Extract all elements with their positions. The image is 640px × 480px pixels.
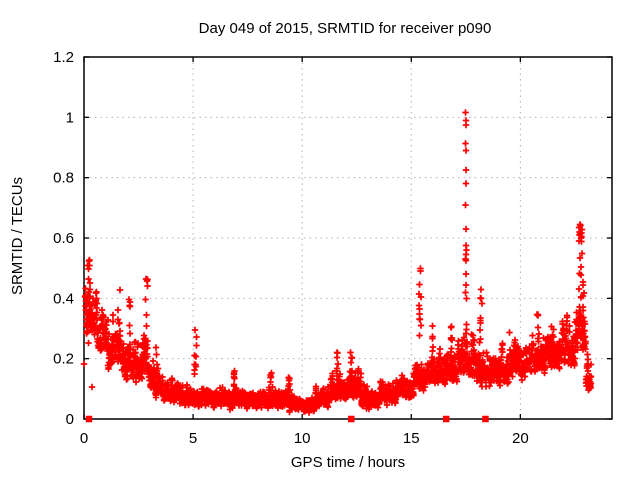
y-tick-label: 0.2 [53, 351, 74, 368]
grid-lines [84, 57, 612, 419]
y-tick-label: 0.6 [53, 230, 74, 247]
y-tick-label: 0 [66, 411, 74, 428]
y-axis-label: SRMTID / TECUs [9, 177, 26, 295]
zero-square-marker [442, 415, 450, 423]
chart-title: Day 049 of 2015, SRMTID for receiver p09… [199, 20, 492, 37]
zero-square-marker [348, 415, 355, 423]
scatter-points [80, 109, 595, 416]
x-tick-label: 5 [189, 430, 197, 447]
x-tick-label: 0 [80, 430, 88, 447]
x-axis-label: GPS time / hours [291, 454, 405, 471]
zero-square-marker [482, 415, 489, 423]
plot-border-and-ticks [83, 56, 613, 420]
y-tick-label: 1.2 [53, 49, 74, 66]
y-tick-label: 0.4 [53, 290, 74, 307]
y-tick-label: 0.8 [53, 170, 74, 187]
x-tick-label: 20 [512, 430, 529, 447]
zero-square-markers [85, 415, 489, 423]
zero-square-marker [85, 415, 93, 423]
x-tick-label: 15 [403, 430, 420, 447]
x-tick-label: 10 [294, 430, 311, 447]
tick-labels: 0 5 10 15 20 0 0.2 0.4 0.6 0.8 1 1.2 [53, 49, 529, 447]
y-tick-label: 1 [66, 109, 74, 126]
